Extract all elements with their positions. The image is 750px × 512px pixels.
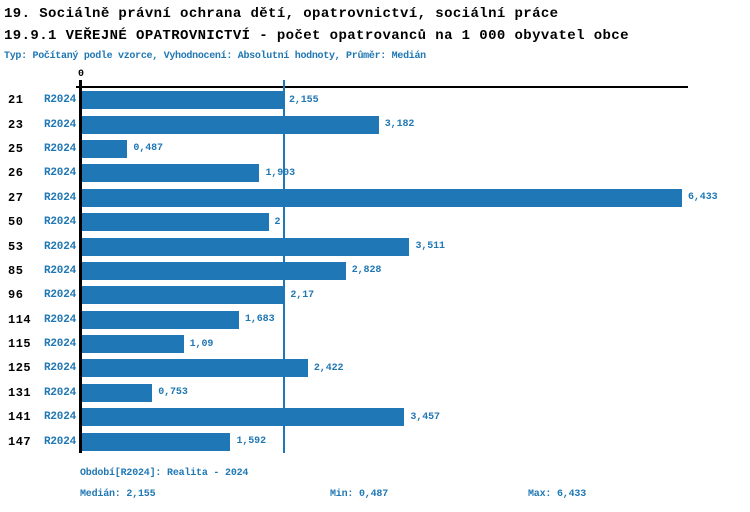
- chart-row: 23 R2024 3,182: [0, 112, 750, 136]
- chart-row: 53 R2024 3,511: [0, 234, 750, 258]
- row-category-label: 125: [8, 361, 32, 376]
- footer-max-label: Max: 6,433: [528, 489, 587, 500]
- bar: [82, 115, 379, 134]
- title-line-2: 19.9.1 VEŘEJNÉ OPATROVNICTVÍ - počet opa…: [4, 28, 629, 44]
- row-period-label: R2024: [44, 289, 77, 302]
- bar: [82, 237, 410, 256]
- row-period-label: R2024: [44, 142, 77, 155]
- row-period-label: R2024: [44, 435, 77, 448]
- chart-row: 85 R2024 2,828: [0, 259, 750, 283]
- bar: [82, 213, 269, 232]
- bar-value-label: 2,17: [290, 289, 314, 301]
- bar-value-label: 6,433: [688, 192, 718, 204]
- chart-row: 25 R2024 0,487: [0, 137, 750, 161]
- row-period-label: R2024: [44, 191, 77, 204]
- bar-value-label: 0,487: [133, 143, 163, 155]
- bar: [82, 261, 346, 280]
- bar: [82, 139, 128, 158]
- row-period-label: R2024: [44, 313, 77, 326]
- bar-value-label: 1,09: [189, 338, 214, 350]
- row-period-label: R2024: [44, 118, 77, 131]
- row-period-label: R2024: [44, 411, 77, 424]
- row-category-label: 50: [8, 215, 24, 230]
- bar: [82, 335, 184, 354]
- row-period-label: R2024: [44, 167, 77, 180]
- row-category-label: 96: [8, 288, 24, 303]
- row-period-label: R2024: [44, 338, 77, 351]
- bar: [82, 432, 231, 451]
- bar-value-label: 3,511: [415, 241, 445, 253]
- row-period-label: R2024: [44, 264, 77, 277]
- x-axis-zero-tick-label: 0: [77, 69, 84, 80]
- bar-value-label: 3,457: [410, 411, 440, 423]
- bar-value-label: 3,182: [384, 119, 415, 131]
- row-category-label: 53: [8, 239, 24, 254]
- chart-rows: 21 R2024 2,155 23 R2024 3,182 25 R2024 0,487 26 R2…: [0, 88, 750, 454]
- chart-row: 125 R2024 2,422: [0, 356, 750, 380]
- row-category-label: 23: [8, 117, 24, 132]
- row-period-label: R2024: [44, 240, 77, 253]
- chart-row: 21 R2024 2,155: [0, 88, 750, 112]
- row-category-label: 85: [8, 263, 24, 278]
- chart-row: 114 R2024 1,683: [0, 308, 750, 332]
- row-category-label: 115: [8, 337, 32, 352]
- row-period-label: R2024: [44, 94, 77, 107]
- x-axis-line: [76, 86, 688, 88]
- bar: [82, 359, 308, 378]
- chart-row: 50 R2024 2: [0, 210, 750, 234]
- row-category-label: 147: [8, 434, 32, 449]
- row-category-label: 27: [8, 190, 24, 205]
- row-category-label: 114: [8, 312, 32, 327]
- bar-value-label: 2,155: [288, 94, 319, 106]
- row-category-label: 21: [8, 93, 24, 108]
- footer-period-label: Období[R2024]: Realita - 2024: [80, 468, 249, 479]
- row-period-label: R2024: [44, 362, 77, 375]
- chart-row: 26 R2024 1,903: [0, 161, 750, 185]
- row-category-label: 26: [8, 166, 24, 181]
- bar-value-label: 1,592: [236, 436, 266, 448]
- chart-row: 131 R2024 0,753: [0, 381, 750, 405]
- chart-row: 96 R2024 2,17: [0, 283, 750, 307]
- bar: [82, 164, 260, 183]
- chart-row: 115 R2024 1,09: [0, 332, 750, 356]
- chart-header: 19. Sociálně právní ochrana dětí, opatro…: [4, 3, 629, 63]
- title-line-1: 19. Sociálně právní ochrana dětí, opatro…: [4, 6, 559, 22]
- chart-row: 147 R2024 1,592: [0, 429, 750, 453]
- bar: [82, 408, 405, 427]
- row-category-label: 25: [8, 141, 24, 156]
- bar: [82, 310, 239, 329]
- bar: [82, 91, 283, 110]
- bar: [82, 286, 285, 305]
- bar-value-label: 2: [274, 216, 281, 228]
- bar-value-label: 2,828: [351, 265, 382, 277]
- row-period-label: R2024: [44, 386, 77, 399]
- chart-subtitle: Typ: Počítaný podle vzorce, Vyhodnocení:…: [4, 51, 426, 62]
- chart-row: 141 R2024 3,457: [0, 405, 750, 429]
- footer-median-label: Medián: 2,155: [80, 489, 156, 500]
- row-category-label: 131: [8, 385, 32, 400]
- chart-row: 27 R2024 6,433: [0, 186, 750, 210]
- bar-value-label: 1,683: [244, 314, 275, 326]
- row-period-label: R2024: [44, 216, 77, 229]
- bar: [82, 188, 682, 207]
- footer-min-label: Min: 0,487: [330, 489, 389, 500]
- bar-value-label: 0,753: [158, 387, 188, 399]
- bar: [82, 383, 153, 402]
- bar-value-label: 2,422: [313, 362, 344, 374]
- bar-value-label: 1,903: [265, 167, 295, 179]
- y-axis-line: [79, 80, 82, 453]
- row-category-label: 141: [8, 410, 32, 425]
